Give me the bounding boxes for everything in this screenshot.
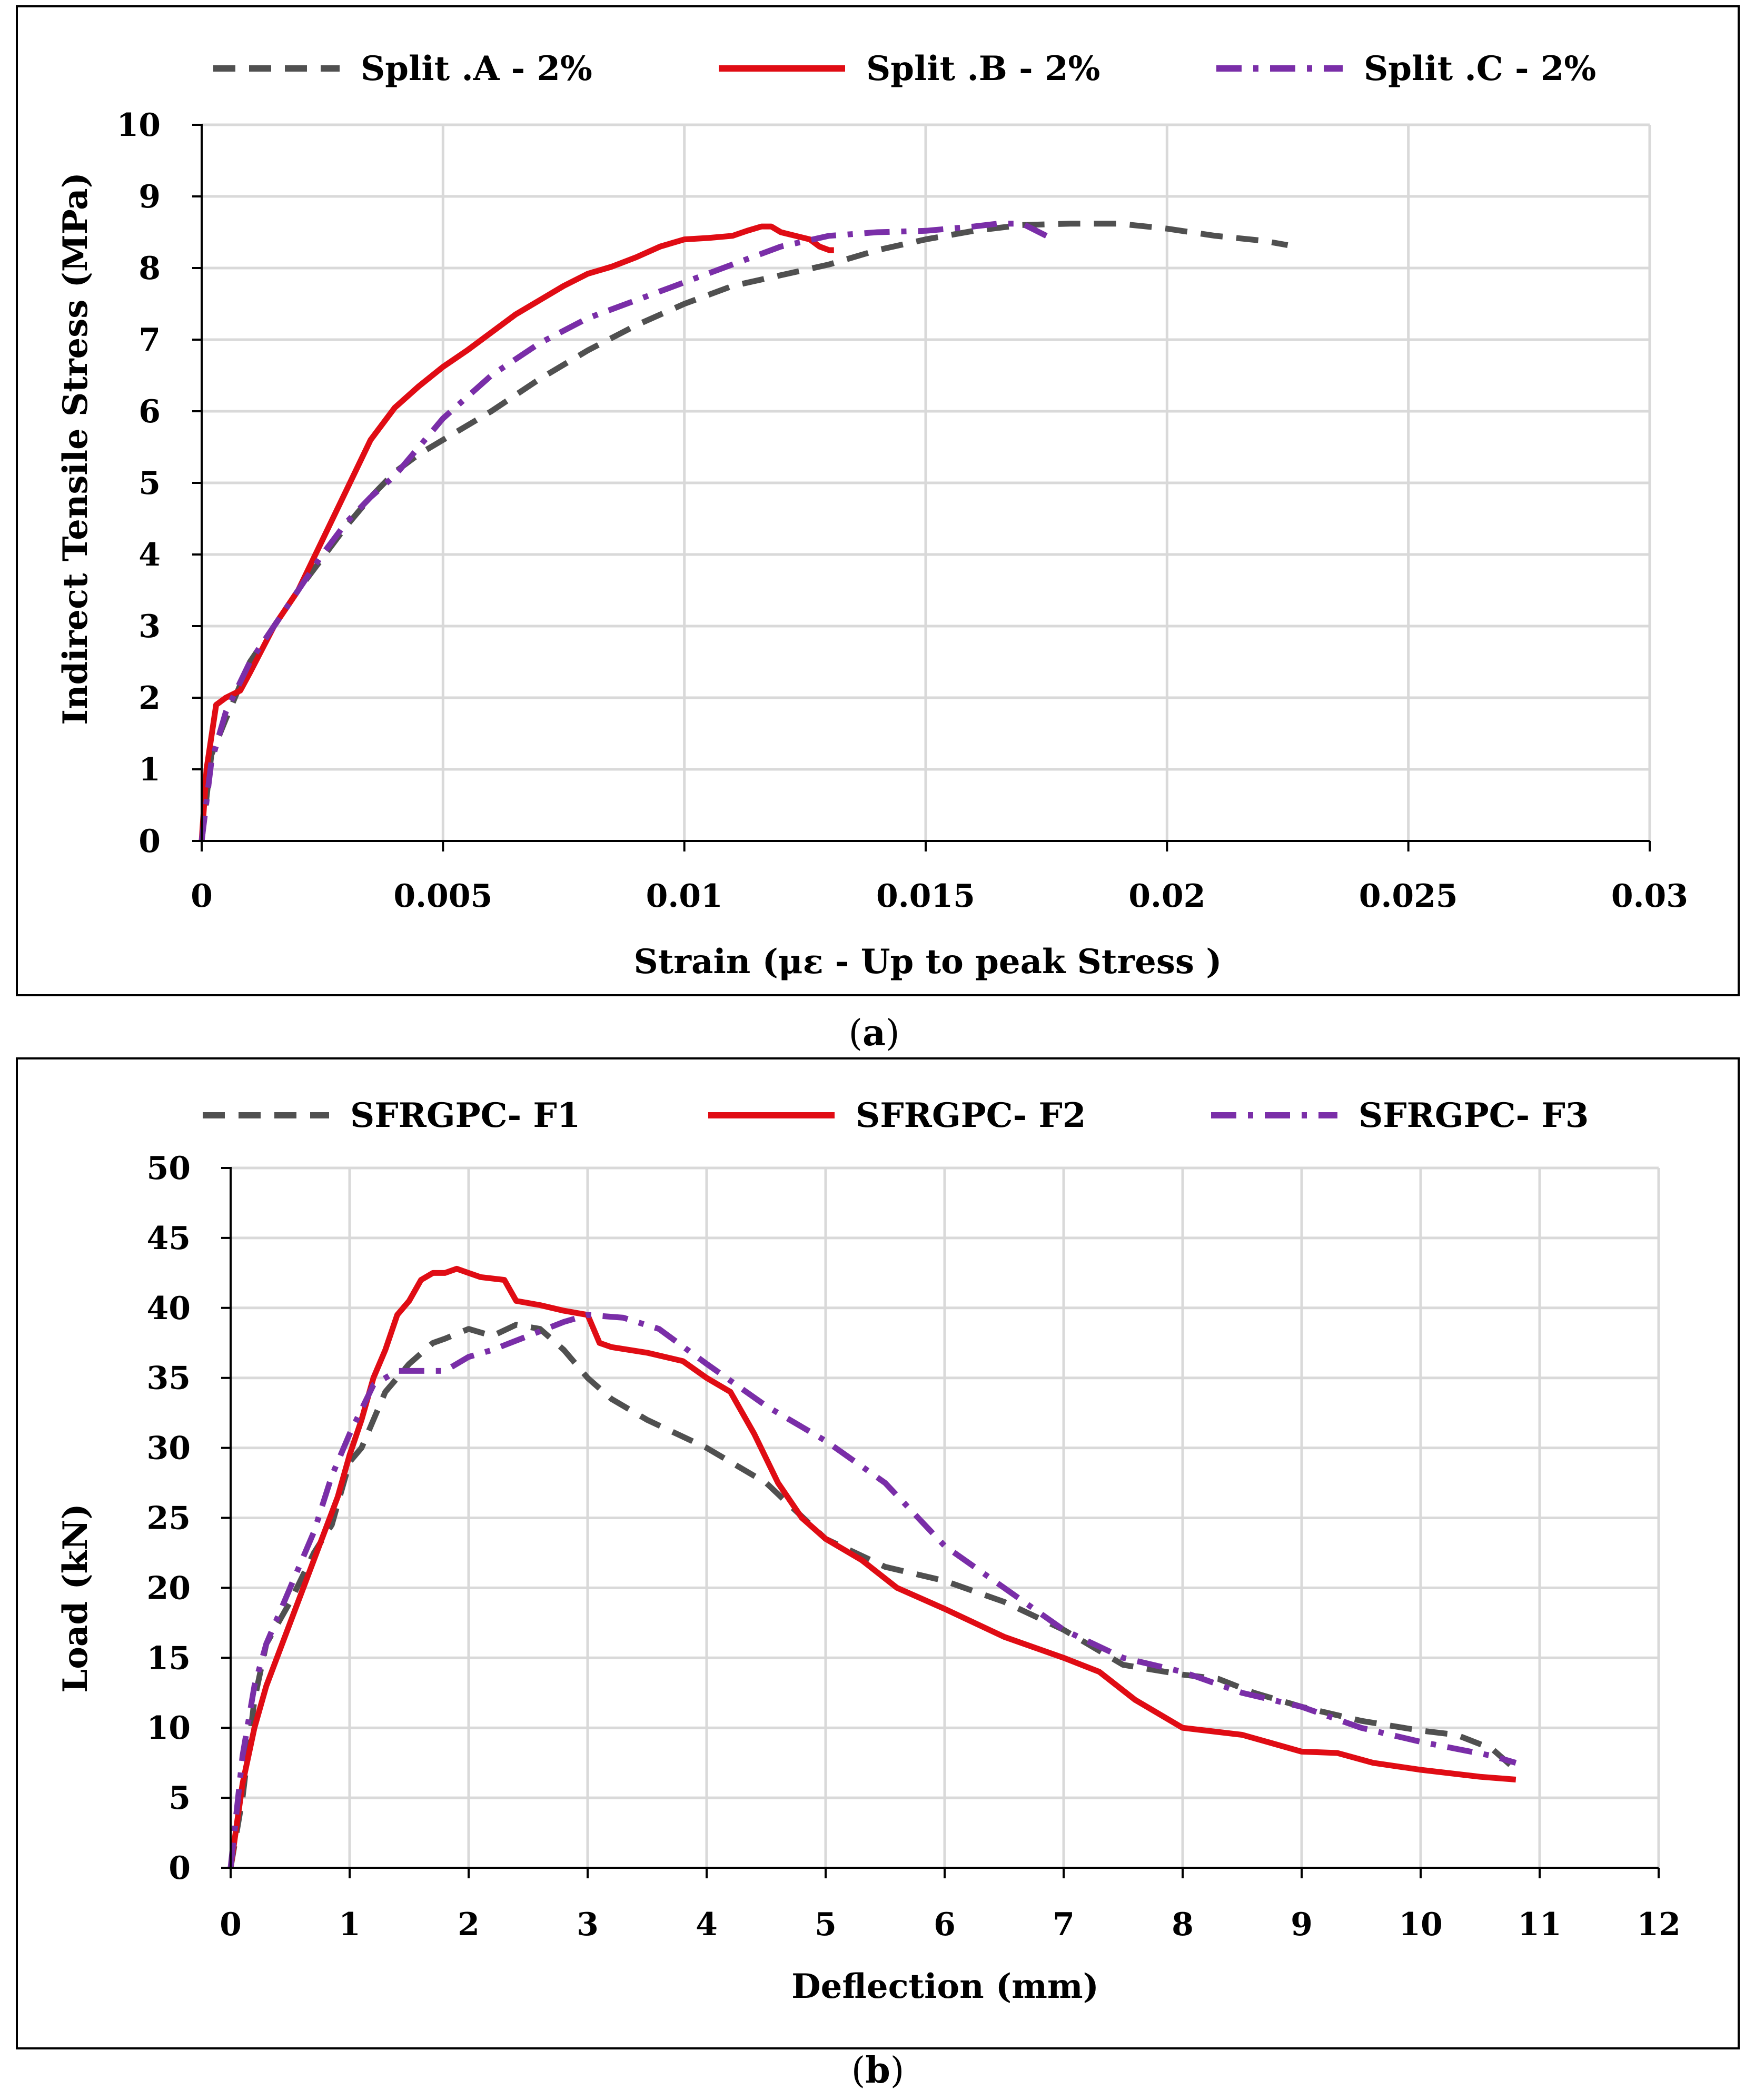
- panel-a-legend-label-2: Split .B - 2%: [866, 49, 1100, 88]
- panel-a-tick-labels: 0 0.005 0.01 0.015 0.02 0.025 0.03 0 1 2 3 4 5 6 7 8 9 10: [117, 107, 1689, 915]
- panel-b-x-tick-label-4: 4: [696, 1906, 718, 1943]
- panel-a-y-tick-label-1: 1: [138, 751, 161, 788]
- panel-b-gridlines: [231, 1166, 1660, 1868]
- panel-b-frame: [16, 1057, 1740, 2049]
- panel-b-legend: SFRGPC- F1 SFRGPC- F2 SFRGPC- F3: [203, 1096, 1589, 1135]
- panel-a-y-tick-label-9: 9: [138, 179, 161, 215]
- panel-b-y-tick-label-5: 25: [147, 1500, 191, 1537]
- panel-b-caption: (b): [851, 2049, 905, 2092]
- panel-b-x-tick-label-7: 7: [1053, 1906, 1075, 1943]
- panel-a-y-tick-label-2: 2: [138, 680, 161, 717]
- panel-a-series-3-line: [199, 221, 1048, 841]
- panel-b-x-tick-label-8: 8: [1172, 1906, 1194, 1943]
- panel-a-caption: (a): [848, 1012, 899, 1054]
- panel-a-series-2-line: [199, 223, 834, 841]
- panel-b-legend-label-2: SFRGPC- F2: [856, 1096, 1086, 1135]
- panel-b-x-tick-label-2: 2: [458, 1906, 480, 1943]
- panel-a-y-axis-title: Indirect Tensile Stress (MPa): [56, 172, 95, 725]
- panel-b-y-tick-label-4: 20: [147, 1570, 191, 1607]
- panel-b-x-tick-label-5: 5: [815, 1906, 837, 1943]
- panel-a-y-tick-label-0: 0: [138, 823, 161, 860]
- panel-b-x-tick-label-9: 9: [1291, 1906, 1313, 1943]
- panel-b-x-tick-label-3: 3: [577, 1906, 599, 1943]
- panel-b-x-axis-title: Deflection (mm): [791, 1967, 1099, 2006]
- panel-b-series-2-line: [227, 1265, 1516, 1868]
- panel-b-legend-label-3: SFRGPC- F3: [1359, 1096, 1589, 1135]
- panel-b-series-1-line: [227, 1322, 1518, 1868]
- panel-b-y-tick-label-3: 15: [147, 1640, 191, 1677]
- panel-a-x-tick-label-4: 0.02: [1128, 878, 1205, 915]
- panel-a-y-tick-label-7: 7: [138, 322, 161, 359]
- panel-a-legend-label-1: Split .A - 2%: [361, 49, 592, 88]
- panel-b-y-tick-label-1: 5: [168, 1780, 191, 1817]
- panel-b-series-3-line: [227, 1312, 1517, 1868]
- panel-b-axes: [221, 1167, 1660, 1878]
- panel-b-y-tick-label-2: 10: [147, 1710, 191, 1747]
- panel-a-y-tick-label-3: 3: [138, 608, 161, 645]
- panel-a-y-tick-label-6: 6: [138, 393, 161, 430]
- panel-a-legend-label-3: Split .C - 2%: [1364, 49, 1596, 88]
- panel-b-legend-label-1: SFRGPC- F1: [350, 1096, 580, 1135]
- panel-a-gridlines: [202, 123, 1651, 841]
- panel-b-y-axis-title: Load (kN): [56, 1503, 95, 1693]
- panel-b-x-tick-label-1: 1: [339, 1906, 361, 1943]
- panel-b-y-tick-label-9: 45: [147, 1220, 191, 1257]
- panel-b-x-tick-label-10: 10: [1399, 1906, 1443, 1943]
- panel-b-x-tick-label-11: 11: [1518, 1906, 1562, 1943]
- panel-a-y-tick-label-10: 10: [117, 107, 161, 144]
- panel-a-x-tick-label-3: 0.015: [876, 878, 975, 915]
- panel-a-y-tick-label-5: 5: [138, 465, 161, 502]
- panel-b-y-tick-label-0: 0: [168, 1850, 191, 1887]
- panel-b-y-tick-label-10: 50: [147, 1150, 191, 1187]
- panel-a-x-tick-label-2: 0.01: [646, 878, 723, 915]
- panel-a-x-axis-title: Strain (με - Up to peak Stress ): [633, 942, 1222, 982]
- panel-a-axes: [192, 124, 1651, 851]
- panel-a-frame: [16, 5, 1740, 996]
- panel-b-y-tick-label-6: 30: [147, 1430, 191, 1467]
- panel-a-x-tick-label-5: 0.025: [1359, 878, 1458, 915]
- panel-a-series-group: [199, 221, 1288, 841]
- panel-b-x-tick-label-6: 6: [934, 1906, 956, 1943]
- panel-b-series-group: [227, 1265, 1518, 1868]
- panel-a-legend: Split .A - 2% Split .B - 2% Split .C - 2%: [213, 49, 1596, 88]
- panel-a-y-tick-label-4: 4: [138, 537, 161, 573]
- panel-a-x-tick-label-6: 0.03: [1611, 878, 1688, 915]
- panel-b-y-tick-label-8: 40: [147, 1290, 191, 1327]
- panel-b-x-tick-label-0: 0: [220, 1906, 242, 1943]
- panel-a-y-tick-label-8: 8: [138, 250, 161, 287]
- panel-a-x-tick-label-1: 0.005: [393, 878, 492, 915]
- panel-a-x-tick-label-0: 0: [191, 878, 213, 915]
- panel-a-series-1-line: [199, 221, 1288, 841]
- panel-b-y-tick-label-7: 35: [147, 1360, 191, 1397]
- panel-b-x-tick-label-12: 12: [1637, 1906, 1681, 1943]
- panel-a-chart: 0 0.005 0.01 0.015 0.02 0.025 0.03 0 1 2 3 4 5 6 7 8 9 10…: [16, 5, 1740, 996]
